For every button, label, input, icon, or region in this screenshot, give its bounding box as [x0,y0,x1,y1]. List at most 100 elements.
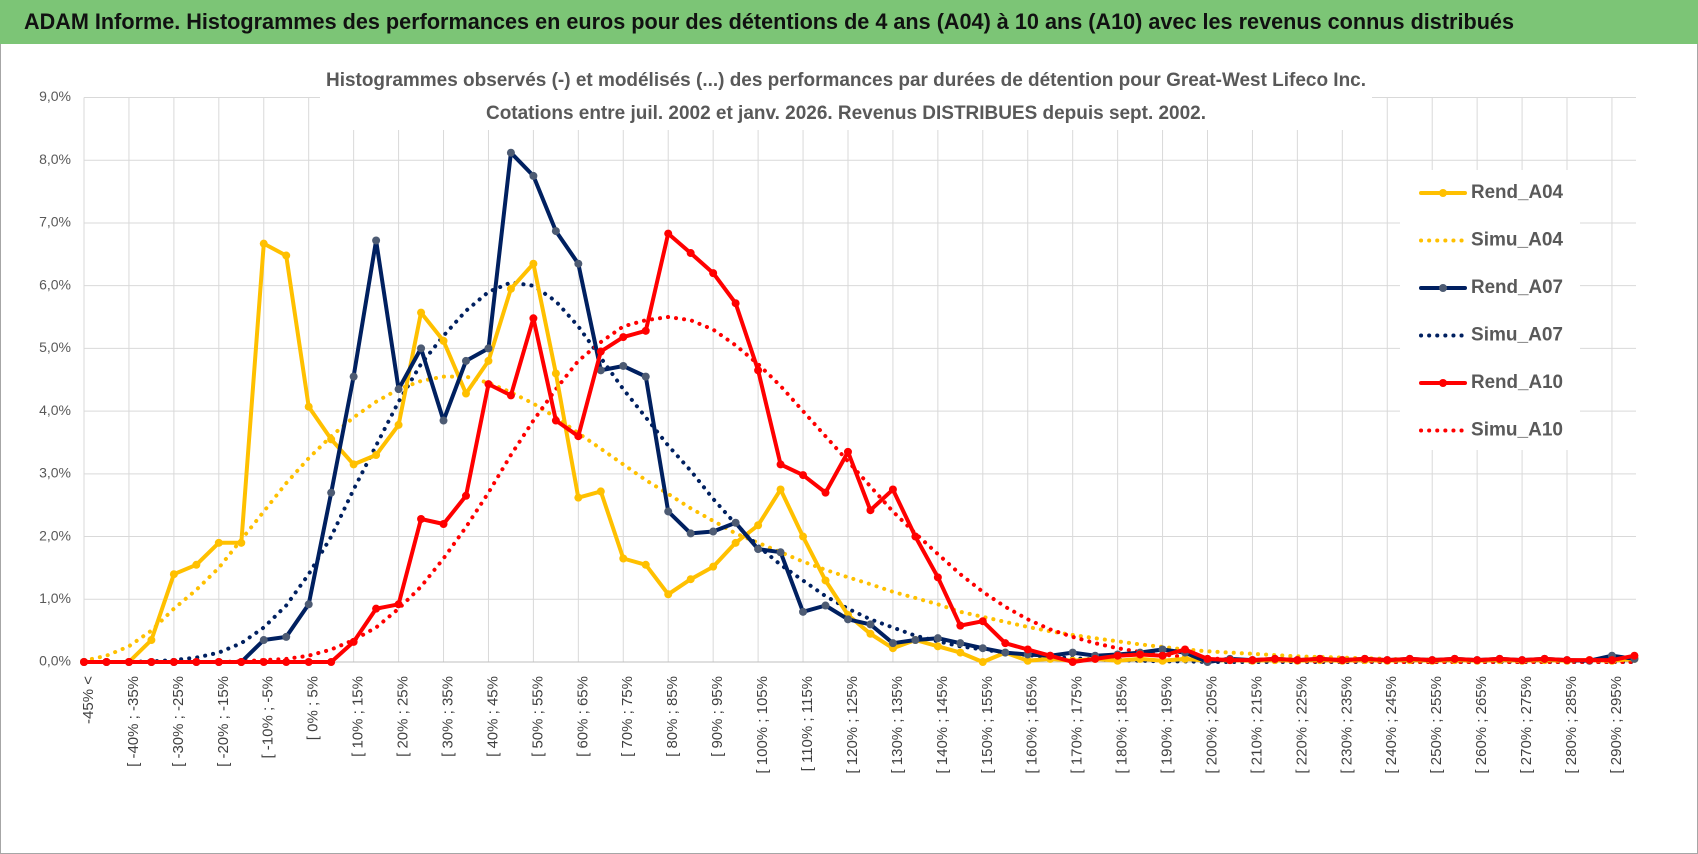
x-tick-label: [ 20% ; 25% [395,676,412,757]
point-marker [754,545,763,554]
x-tick-label: [ 80% ; 85% [664,676,681,757]
x-tick-label: [ 150% ; 155% [979,676,996,774]
point-marker [372,236,381,245]
point-marker [933,634,942,643]
point-marker [1405,654,1414,663]
point-marker [1248,656,1257,665]
point-marker [619,554,628,563]
point-marker [731,518,740,527]
point-marker [394,385,403,394]
point-marker [574,259,583,268]
point-marker [102,658,111,666]
point-marker [484,380,493,389]
x-tick-label: [ 120% ; 125% [844,676,861,774]
x-tick-label: [ -20% ; -15% [215,676,232,767]
point-marker [529,259,538,268]
point-marker [192,658,201,666]
point-marker [1023,645,1032,654]
point-marker [1068,658,1077,666]
point-marker [327,488,336,497]
point-marker [1428,656,1437,665]
model-line [82,280,1637,664]
y-tick-label: 3,0% [39,465,71,481]
x-tick-label: [ 240% ; 245% [1383,676,1400,774]
point-marker [596,366,605,375]
x-tick-label: [ 290% ; 295% [1608,676,1625,774]
x-tick-label: [ 250% ; 255% [1428,676,1445,774]
point-marker [866,620,875,629]
point-marker [214,658,223,666]
point-marker [349,372,358,381]
point-marker [282,632,291,641]
point-marker [866,629,875,638]
point-marker [799,607,808,616]
point-marker [664,590,673,599]
point-marker [1585,656,1594,665]
point-marker [664,229,673,238]
point-marker [1518,656,1527,665]
point-marker [124,658,133,666]
point-marker [1450,654,1459,663]
point-marker [641,560,650,569]
x-tick-label: [ 270% ; 275% [1518,676,1535,774]
x-tick-label: [ 160% ; 165% [1024,676,1041,774]
point-marker [1181,654,1190,663]
legend-marker [1439,379,1447,387]
point-marker [417,344,426,353]
x-tick-label: [ 200% ; 205% [1203,676,1220,774]
x-tick-label: [ 220% ; 225% [1293,676,1310,774]
point-marker [843,615,852,624]
point-marker [439,416,448,425]
point-marker [1203,654,1212,663]
point-marker [731,538,740,547]
point-marker [461,491,470,500]
x-tick-label: [ 50% ; 55% [529,676,546,757]
legend-marker [1439,284,1447,292]
point-marker [686,249,695,258]
point-marker [349,637,358,646]
point-marker [1607,656,1616,665]
point-marker [641,372,650,381]
point-marker [417,514,426,523]
point-marker [821,576,830,585]
legend-label: Rend_A07 [1471,277,1563,298]
point-marker [304,402,313,411]
x-tick-label: [ 140% ; 145% [934,676,951,774]
point-marker [978,658,987,666]
legend-marker [1439,189,1447,197]
legend-label: Simu_A10 [1471,420,1563,441]
y-tick-label: 5,0% [39,339,71,355]
point-marker [461,389,470,398]
point-marker [574,432,583,441]
point-marker [529,314,538,323]
point-marker [461,356,470,365]
point-marker [349,460,358,469]
x-tick-label: [ 260% ; 265% [1473,676,1490,774]
legend-label: Simu_A04 [1471,230,1563,251]
x-tick-label: [ 180% ; 185% [1114,676,1131,774]
legend-label: Rend_A04 [1471,182,1563,203]
point-marker [1001,648,1010,657]
point-marker [417,308,426,317]
point-marker [484,344,493,353]
point-marker [259,658,268,666]
point-marker [776,485,785,494]
y-tick-label: 8,0% [39,151,71,167]
x-tick-label: [ 30% ; 35% [439,676,456,757]
point-marker [1001,639,1010,648]
point-marker [1181,645,1190,654]
point-marker [799,471,808,480]
point-marker [372,451,381,460]
header-title: ADAM Informe. Histogrammes des performan… [24,9,1514,34]
point-marker [439,520,448,529]
observed-line [82,231,1637,664]
point-marker [169,658,178,666]
point-marker [506,284,515,293]
point-marker [911,532,920,541]
x-tick-label: [ 90% ; 95% [709,676,726,757]
point-marker [1091,654,1100,663]
point-marker [237,658,246,666]
chart-title: Histogrammes observés (-) et modélisés (… [326,70,1366,91]
point-marker [1473,656,1482,665]
point-marker [282,658,291,666]
